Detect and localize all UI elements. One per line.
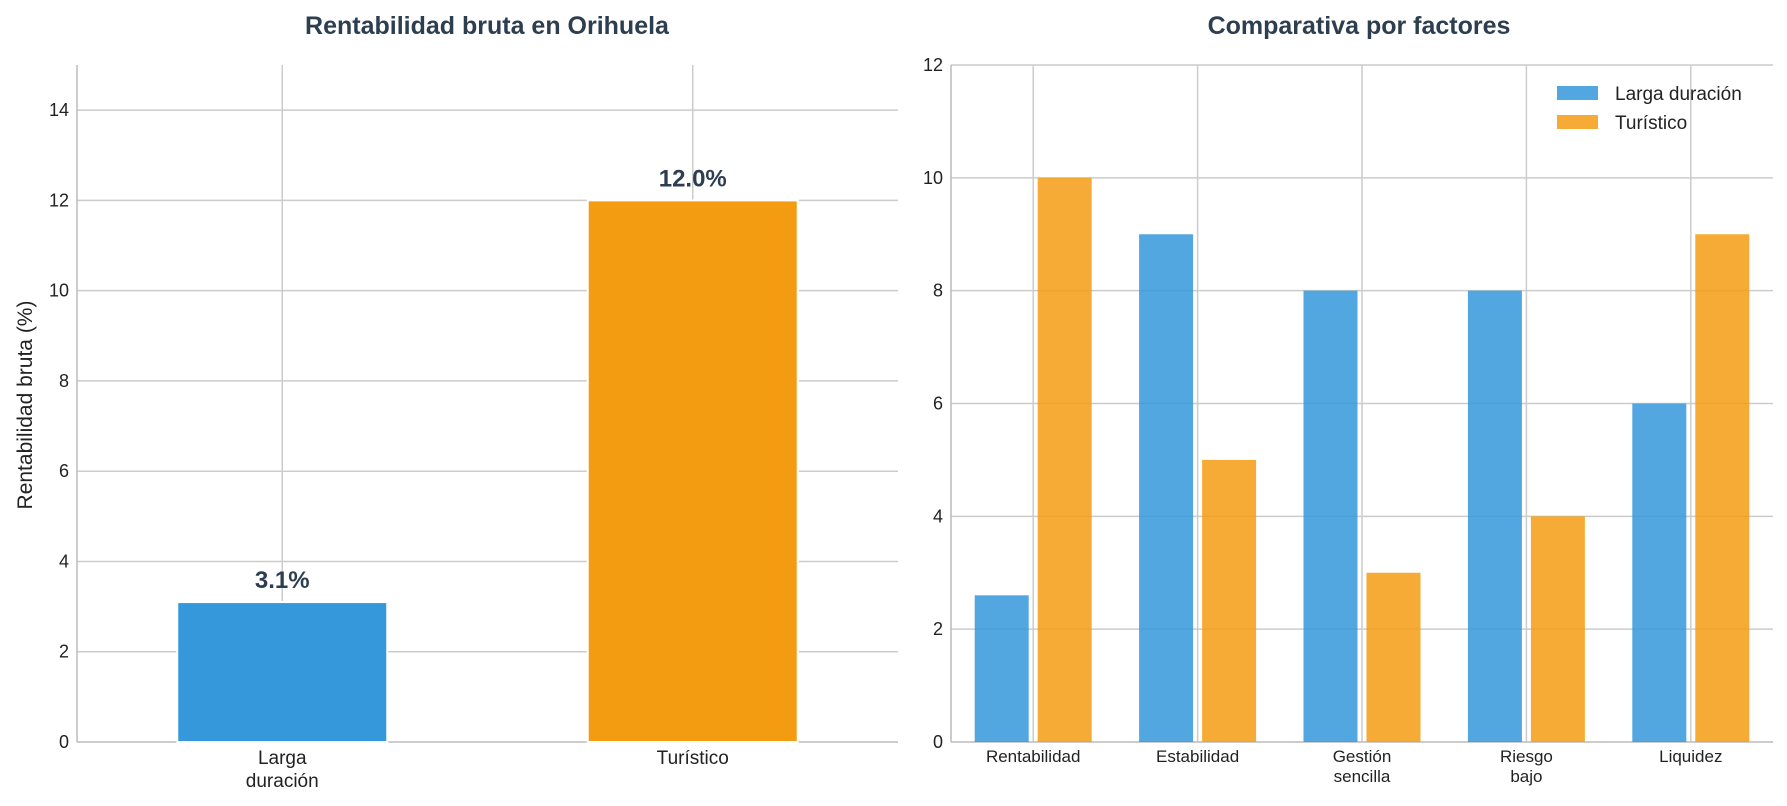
left-chart-panel: 3.1% 12.0% 0 2 4 6 8 10 12 14 Larga duración Turís…	[14, 12, 898, 792]
data-label: 3.1%	[255, 567, 310, 594]
bar	[1695, 234, 1750, 742]
x-tick-label: Turístico	[657, 748, 729, 769]
x-tick-label: Gestión sencilla	[1333, 747, 1392, 786]
y-tick-label: 4	[59, 551, 69, 571]
bar	[1366, 572, 1421, 742]
right-bars	[974, 177, 1750, 743]
legend-label: Turístico	[1615, 113, 1687, 134]
right-chart-panel: 0 2 4 6 8 10 12 Rentabilidad Estabilidad Gestión…	[923, 12, 1773, 786]
legend: Larga duración Turístico	[1557, 84, 1742, 134]
y-tick-label: 14	[49, 100, 69, 120]
x-tick-label: Liquidez	[1659, 747, 1722, 766]
y-tick-label: 10	[49, 281, 69, 301]
right-y-ticks: 0 2 4 6 8 10 12	[923, 55, 943, 752]
left-bars	[176, 199, 799, 743]
bar	[1139, 234, 1194, 742]
data-label: 12.0%	[659, 165, 727, 192]
bar	[586, 199, 799, 743]
y-tick-label: 0	[59, 732, 69, 752]
bar	[1632, 403, 1687, 742]
y-tick-label: 6	[59, 461, 69, 481]
legend-swatch	[1557, 86, 1598, 100]
bar	[1202, 459, 1257, 742]
y-tick-label: 12	[49, 190, 69, 210]
x-tick-label: Larga duración	[246, 748, 319, 792]
y-tick-label: 2	[59, 642, 69, 662]
x-tick-label: Rentabilidad	[986, 747, 1081, 766]
left-data-labels: 3.1% 12.0%	[255, 165, 727, 594]
left-chart-title: Rentabilidad bruta en Orihuela	[305, 12, 670, 40]
y-tick-label: 6	[933, 394, 943, 414]
y-tick-label: 2	[933, 619, 943, 639]
y-tick-label: 0	[933, 732, 943, 752]
left-y-axis-label: Rentabilidad bruta (%)	[14, 301, 37, 510]
x-tick-label: Estabilidad	[1156, 747, 1239, 766]
x-tick-label: Riesgo bajo	[1500, 747, 1553, 786]
left-x-ticks: Larga duración Turístico	[246, 748, 729, 792]
y-tick-label: 8	[933, 281, 943, 301]
right-chart-title: Comparativa por factores	[1208, 12, 1511, 40]
bar	[974, 595, 1029, 742]
bar	[1037, 177, 1092, 743]
legend-label: Larga duración	[1615, 84, 1742, 105]
bar	[1467, 290, 1522, 742]
y-tick-label: 8	[59, 371, 69, 391]
bar	[176, 601, 389, 743]
bar	[1530, 516, 1585, 742]
right-x-ticks: Rentabilidad Estabilidad Gestión sencilla Ri…	[986, 747, 1723, 786]
left-y-ticks: 0 2 4 6 8 10 12 14	[49, 100, 69, 752]
y-tick-label: 12	[923, 55, 943, 75]
y-tick-label: 10	[923, 168, 943, 188]
bar	[1303, 290, 1358, 742]
legend-swatch	[1557, 115, 1598, 129]
y-tick-label: 4	[933, 506, 943, 526]
